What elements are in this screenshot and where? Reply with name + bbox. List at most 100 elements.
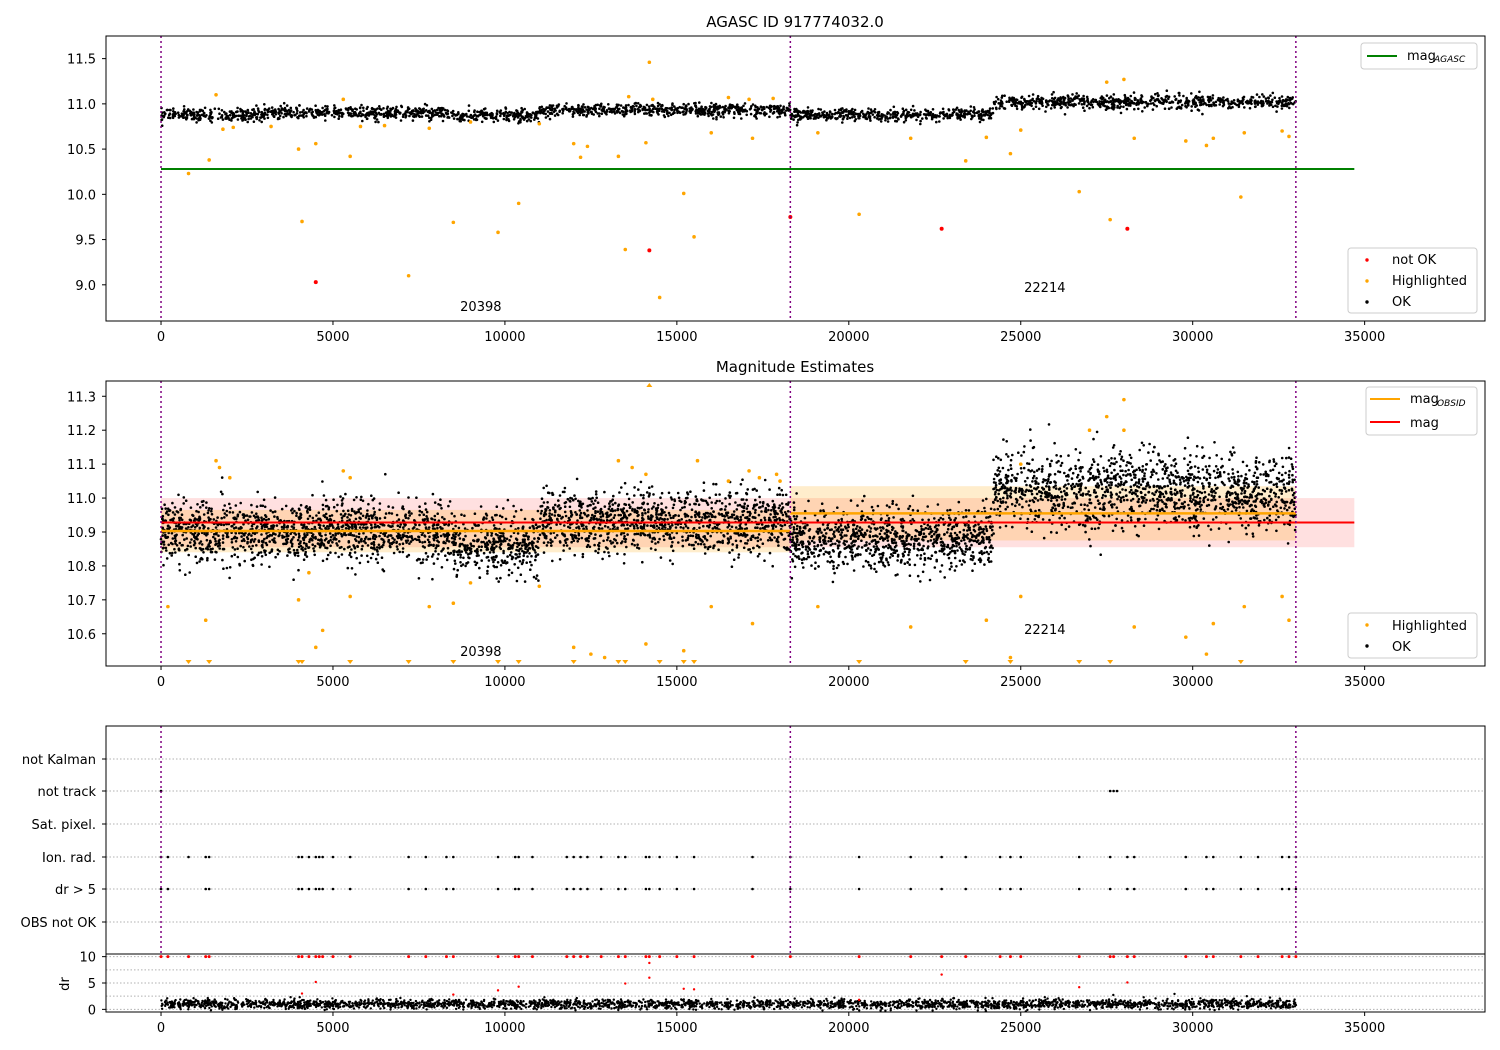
ok-point <box>218 547 221 550</box>
ok-point <box>459 556 462 559</box>
ok-point <box>225 117 228 120</box>
ok-point <box>302 541 306 545</box>
ok-point <box>348 553 351 557</box>
ok-point <box>1041 97 1045 101</box>
ok-point <box>721 541 724 545</box>
highlighted-point <box>358 124 363 129</box>
ok-point <box>491 518 495 521</box>
ok-point <box>532 575 536 579</box>
ok-point <box>522 551 526 555</box>
ok-point <box>980 115 983 118</box>
ok-point <box>583 106 587 109</box>
ok-point <box>597 112 601 115</box>
ok-point <box>930 115 934 119</box>
ok-point <box>961 110 964 113</box>
ok-point <box>473 523 477 526</box>
ok-point <box>228 576 231 580</box>
ok-point <box>182 496 186 499</box>
ok-point <box>350 567 354 570</box>
ok-point <box>406 539 410 542</box>
ok-point <box>417 535 420 539</box>
ok-point <box>1167 95 1171 99</box>
ok-point <box>479 548 483 552</box>
ok-point <box>482 540 485 544</box>
ok-point <box>431 517 434 521</box>
ok-point <box>478 566 481 570</box>
ok-point <box>842 114 845 118</box>
ok-point <box>326 110 329 113</box>
ok-point <box>743 102 747 105</box>
ok-point <box>448 500 452 503</box>
ok-point <box>527 535 530 539</box>
ok-point <box>778 504 782 507</box>
ok-point <box>558 558 562 561</box>
ok-point <box>886 120 890 123</box>
ok-point <box>192 117 196 120</box>
ok-point <box>1013 102 1017 105</box>
ok-point <box>739 483 743 486</box>
ok-point <box>1040 101 1044 105</box>
ok-point <box>186 113 189 117</box>
ok-point <box>730 106 734 109</box>
ok-point <box>280 107 284 110</box>
ok-point <box>571 115 575 118</box>
ok-point <box>219 490 223 494</box>
ok-point <box>179 516 182 520</box>
obsid-label: 22214 <box>1024 281 1065 296</box>
ok-point <box>959 113 963 116</box>
ok-point <box>631 501 634 504</box>
ok-point <box>251 544 254 548</box>
ok-point <box>592 507 595 511</box>
ok-point <box>265 518 268 522</box>
ok-point <box>374 111 378 115</box>
ok-point <box>619 533 623 536</box>
ok-point <box>485 545 488 548</box>
ok-point <box>167 531 170 535</box>
ok-point <box>160 507 164 511</box>
ok-point <box>1053 96 1057 100</box>
obsid-label: 20398 <box>460 300 501 315</box>
ok-point <box>171 537 175 540</box>
ok-point <box>420 510 424 514</box>
ok-point <box>1139 100 1143 104</box>
ok-point <box>433 501 437 504</box>
ok-point <box>432 544 435 547</box>
ok-point <box>411 112 415 115</box>
ok-point <box>236 513 240 516</box>
ok-point <box>407 517 410 520</box>
ok-point <box>1045 105 1048 109</box>
ok-point <box>447 540 451 543</box>
ok-point <box>441 119 445 123</box>
ok-point <box>841 118 845 121</box>
ok-point <box>728 107 731 110</box>
ok-point <box>502 534 505 538</box>
ok-point <box>669 113 673 117</box>
ok-point <box>1282 99 1285 102</box>
ok-point <box>318 526 322 530</box>
ok-point <box>473 560 477 564</box>
ok-point <box>1199 103 1203 106</box>
ok-point <box>359 498 363 502</box>
ok-point <box>1096 102 1100 106</box>
ok-point <box>515 548 518 552</box>
ok-point <box>728 110 731 113</box>
ok-point <box>633 527 636 530</box>
ok-point <box>306 509 309 513</box>
ok-point <box>1269 100 1272 104</box>
ok-point <box>620 109 624 113</box>
ok-point <box>554 509 557 512</box>
highlighted-point <box>816 131 820 135</box>
ok-point <box>353 110 357 114</box>
ok-point <box>228 511 232 514</box>
ok-point <box>374 516 377 519</box>
ok-point <box>957 108 960 112</box>
ok-point <box>486 565 490 568</box>
ok-point <box>236 106 239 110</box>
ok-point <box>369 514 373 517</box>
ok-point <box>1140 95 1144 98</box>
ok-point <box>624 104 628 107</box>
ok-point <box>178 541 182 545</box>
ok-point <box>305 107 309 110</box>
ok-point <box>1178 91 1181 95</box>
ok-point <box>647 105 651 108</box>
